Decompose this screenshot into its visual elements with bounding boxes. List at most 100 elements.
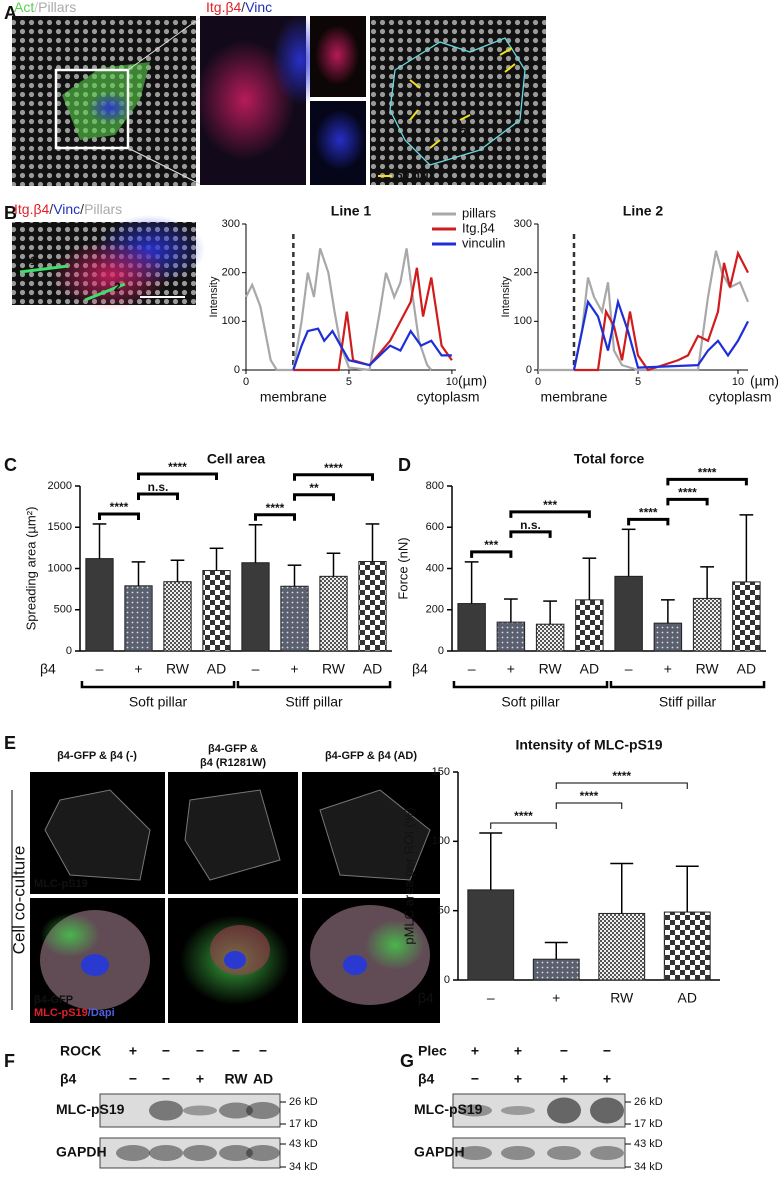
x-tick-label: + xyxy=(552,990,560,1006)
y-axis-label: Intensity xyxy=(500,276,512,317)
image-label: Itg.β4/Vinc xyxy=(206,0,272,15)
bar xyxy=(532,958,580,981)
y-tick-label: 0 xyxy=(526,364,532,376)
bar xyxy=(358,560,387,652)
group-bracket xyxy=(80,681,236,689)
significance-label: **** xyxy=(639,505,658,519)
x-tick-label: – xyxy=(487,990,495,1006)
row-label: β4 xyxy=(412,661,428,677)
cell-number: 2 xyxy=(460,126,467,140)
lane-label: RW xyxy=(224,1071,248,1087)
band xyxy=(149,1100,183,1121)
y-tick-label: 800 xyxy=(426,480,444,492)
bar xyxy=(85,558,114,652)
x-tick-label: 5 xyxy=(635,376,641,388)
panel-letter: E xyxy=(4,733,16,753)
band xyxy=(219,1145,253,1161)
column-title: β4-GFP & xyxy=(208,743,258,755)
x-tick-label: RW xyxy=(696,661,720,677)
lane-label: − xyxy=(129,1071,137,1087)
x-tick-label: AD xyxy=(363,661,382,677)
column-title: β4 (R1281W) xyxy=(200,757,266,769)
lane-label: AD xyxy=(253,1071,273,1087)
significance-bracket xyxy=(293,493,335,501)
y-tick-label: 500 xyxy=(54,604,72,616)
row-label: Plec xyxy=(418,1043,447,1059)
y-tick-label: 0 xyxy=(66,645,72,657)
lane-label: + xyxy=(129,1043,137,1059)
x-tick-label: 10 xyxy=(732,376,744,388)
band xyxy=(183,1105,217,1116)
band xyxy=(183,1145,217,1161)
bar xyxy=(202,570,231,652)
image-label-part: Vinc xyxy=(245,0,272,15)
image-label-part: / xyxy=(49,201,53,217)
profile-line xyxy=(572,297,749,371)
marker-label: 34 kD xyxy=(289,1161,318,1173)
blot xyxy=(99,1093,281,1128)
band xyxy=(116,1145,150,1161)
group-bracket xyxy=(609,681,766,689)
x-tick-label: AD xyxy=(580,661,599,677)
marker-label: 43 kD xyxy=(289,1138,318,1150)
x-tick-label: AD xyxy=(678,990,697,1006)
marker-label: 17 kD xyxy=(634,1118,663,1130)
image-label-part: / xyxy=(80,201,84,217)
group-bracket xyxy=(452,681,609,689)
group-bracket xyxy=(236,681,392,689)
profile-line xyxy=(574,250,749,372)
significance-label: n.s. xyxy=(148,480,169,494)
image-label-part: Vinc xyxy=(53,201,80,217)
blot-label: MLC-pS19 xyxy=(56,1101,125,1117)
significance-label: ** xyxy=(309,481,319,495)
annotation: cytoplasm xyxy=(416,389,479,405)
significance-label: **** xyxy=(698,465,717,479)
image-label-part: / xyxy=(34,0,38,15)
x-tick-label: – xyxy=(468,661,476,677)
group-label: Stiff pillar xyxy=(285,694,343,710)
chart-title: Intensity of MLC-pS19 xyxy=(515,737,662,753)
panel-letter: F xyxy=(4,1051,15,1071)
y-tick-label: 300 xyxy=(222,218,240,230)
x-unit-label: (µm) xyxy=(458,373,487,389)
significance-label: **** xyxy=(266,501,285,515)
x-tick-label: 10 xyxy=(446,376,458,388)
lane-label: − xyxy=(471,1071,479,1087)
lane-label: + xyxy=(514,1071,522,1087)
panel-letter: A xyxy=(4,3,17,23)
panel-b-image xyxy=(12,215,205,310)
image-label-part: Pillars xyxy=(84,201,122,217)
panel-letter: B xyxy=(4,203,17,223)
significance-bracket xyxy=(137,472,218,480)
lane-label: − xyxy=(162,1071,170,1087)
group-label: Stiff pillar xyxy=(659,694,717,710)
significance-label: n.s. xyxy=(520,518,541,532)
panel-letter: D xyxy=(398,455,411,475)
y-tick-label: 400 xyxy=(426,562,444,574)
y-axis-label: pMLC area per ROI (%) xyxy=(401,807,416,944)
band xyxy=(149,1145,183,1161)
image-label-part: Itg.β4 xyxy=(206,0,242,15)
x-tick-label: RW xyxy=(166,661,190,677)
image-label-part: Pillars xyxy=(38,0,76,15)
significance-bracket xyxy=(666,497,709,506)
annotation: membrane xyxy=(260,389,327,405)
annotation: membrane xyxy=(541,389,608,405)
bar xyxy=(653,622,683,652)
y-axis-label: Force (nN) xyxy=(395,537,410,599)
group-label: Soft pillar xyxy=(129,694,188,710)
bar xyxy=(163,581,192,652)
band xyxy=(590,1146,624,1160)
lane-label: − xyxy=(560,1043,568,1059)
image-label: MLC-pS19 xyxy=(34,878,88,890)
y-tick-label: 200 xyxy=(222,267,240,279)
cell-number: 1 xyxy=(410,86,417,100)
column-title: β4-GFP & β4 (AD) xyxy=(325,750,417,762)
panel-e-images xyxy=(11,772,440,1023)
x-tick-label: 0 xyxy=(535,376,541,388)
band xyxy=(547,1146,581,1160)
blot xyxy=(99,1137,281,1169)
group-label: Soft pillar xyxy=(501,694,560,710)
bar xyxy=(457,603,486,652)
legend-label: Itg.β4 xyxy=(462,220,495,235)
